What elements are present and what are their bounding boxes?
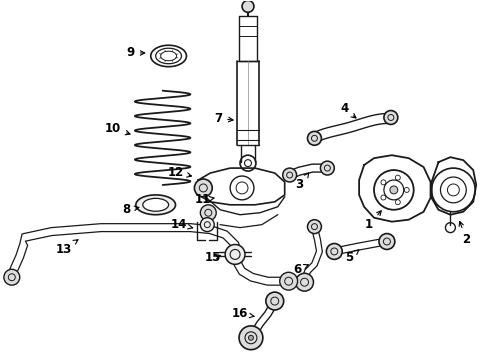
Circle shape <box>195 179 212 197</box>
Text: 15: 15 <box>205 251 221 264</box>
Circle shape <box>200 218 214 231</box>
Circle shape <box>248 335 253 340</box>
Text: 4: 4 <box>340 102 356 118</box>
Text: 2: 2 <box>459 221 470 246</box>
Text: 8: 8 <box>122 203 139 216</box>
Circle shape <box>283 168 296 182</box>
Circle shape <box>242 0 254 12</box>
Text: 16: 16 <box>232 307 254 320</box>
Text: 5: 5 <box>345 250 359 264</box>
Circle shape <box>239 326 263 350</box>
Ellipse shape <box>143 198 169 211</box>
Circle shape <box>295 273 314 291</box>
Text: 6: 6 <box>294 263 308 276</box>
Circle shape <box>320 161 334 175</box>
Circle shape <box>266 292 284 310</box>
Circle shape <box>200 205 216 221</box>
Circle shape <box>384 111 398 125</box>
Text: 9: 9 <box>127 46 145 59</box>
Text: 12: 12 <box>168 166 192 179</box>
Circle shape <box>4 269 20 285</box>
Text: 10: 10 <box>105 122 130 135</box>
Circle shape <box>390 186 398 194</box>
Circle shape <box>308 131 321 145</box>
Text: 3: 3 <box>295 173 309 192</box>
Text: 14: 14 <box>171 218 193 231</box>
Circle shape <box>326 243 342 260</box>
Circle shape <box>280 272 297 290</box>
Text: 11: 11 <box>194 193 214 206</box>
Circle shape <box>308 220 321 234</box>
Circle shape <box>379 234 395 249</box>
Text: 13: 13 <box>55 240 78 256</box>
Circle shape <box>225 244 245 264</box>
Text: 1: 1 <box>365 211 381 231</box>
Text: 7: 7 <box>214 112 233 125</box>
Ellipse shape <box>136 195 175 215</box>
